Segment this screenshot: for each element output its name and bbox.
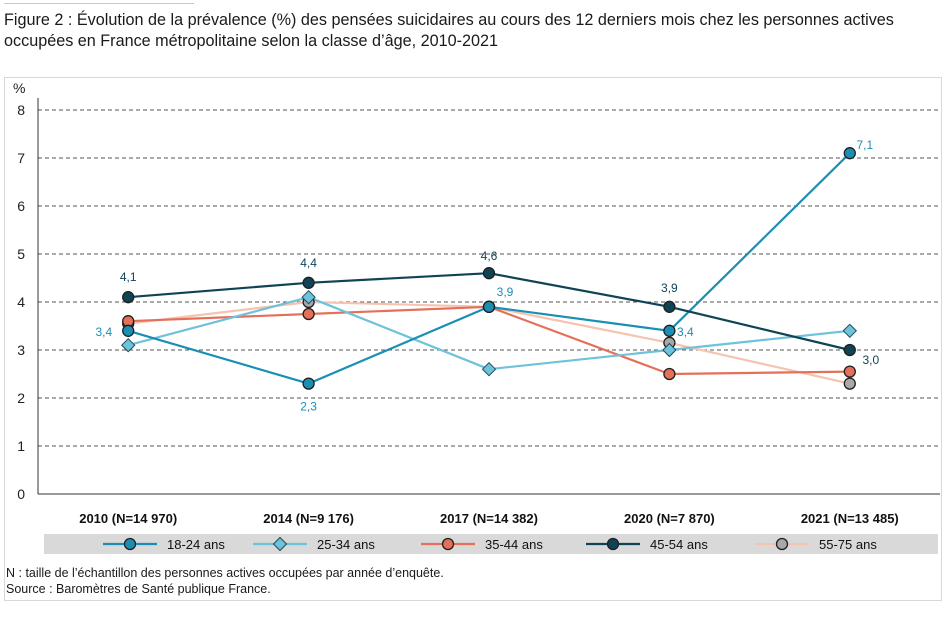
- legend-label: 45-54 ans: [650, 537, 708, 552]
- y-tick-label: 0: [17, 486, 25, 502]
- data-point: [662, 342, 677, 358]
- data-label: 4,6: [481, 249, 498, 263]
- data-point: [663, 367, 676, 381]
- y-axis-label: %: [13, 80, 25, 96]
- x-tick-label: 2014 (N=9 176): [263, 511, 354, 526]
- x-tick-label: 2020 (N=7 870): [624, 511, 715, 526]
- data-point: [122, 291, 135, 304]
- data-point: [482, 300, 496, 313]
- y-tick-label: 2: [17, 390, 25, 406]
- figure-title: Figure 2 : Évolution de la prévalence (%…: [4, 11, 894, 50]
- data-point: [482, 267, 496, 280]
- y-tick-label: 3: [17, 342, 25, 358]
- x-tick-label: 2017 (N=14 382): [440, 511, 538, 526]
- data-point: [302, 276, 315, 289]
- x-tick-label: 2021 (N=13 485): [801, 511, 899, 526]
- y-tick-label: 4: [17, 294, 25, 310]
- legend-marker: [775, 537, 789, 551]
- data-point: [302, 377, 315, 390]
- legend-marker: [123, 537, 137, 551]
- data-label: 4,4: [300, 256, 317, 270]
- legend-background: [44, 534, 938, 554]
- data-point: [481, 361, 497, 377]
- data-point: [663, 324, 676, 337]
- y-tick-label: 7: [17, 150, 25, 166]
- data-label: 4,1: [120, 270, 137, 284]
- top-rule: [4, 3, 194, 4]
- sample-size-note: N : taille de l’échantillon des personne…: [6, 566, 444, 580]
- data-point: [302, 307, 315, 321]
- data-point: [663, 300, 676, 313]
- data-point: [301, 289, 316, 305]
- legend-label: 35-44 ans: [485, 537, 543, 552]
- legend-marker: [606, 537, 620, 551]
- data-label: 3,9: [497, 285, 514, 299]
- data-point: [843, 365, 856, 378]
- y-tick-label: 6: [17, 198, 25, 214]
- x-tick-label: 2010 (N=14 970): [79, 511, 177, 526]
- data-point: [122, 324, 135, 337]
- data-point: [120, 337, 136, 353]
- data-point: [843, 147, 856, 160]
- legend-label: 55-75 ans: [819, 537, 877, 552]
- legend-label: 18-24 ans: [167, 537, 225, 552]
- legend-marker: [441, 537, 455, 551]
- data-point: [842, 323, 858, 339]
- data-point: [843, 343, 856, 357]
- data-label: 3,4: [677, 325, 694, 339]
- data-point: [843, 377, 856, 390]
- footnotes: N : taille de l’échantillon des personne…: [6, 565, 444, 597]
- data-label: 2,3: [300, 400, 317, 414]
- data-label: 3,0: [862, 353, 879, 367]
- data-label: 7,1: [856, 138, 873, 152]
- y-tick-label: 1: [17, 438, 25, 454]
- y-tick-label: 8: [17, 102, 25, 118]
- y-tick-label: 5: [17, 246, 25, 262]
- source-note: Source : Baromètres de Santé publique Fr…: [6, 582, 271, 596]
- legend-label: 25-34 ans: [317, 537, 375, 552]
- chart-frame: [4, 77, 942, 601]
- legend-marker: [272, 536, 288, 552]
- data-label: 3,4: [96, 325, 113, 339]
- data-label: 3,9: [661, 281, 678, 295]
